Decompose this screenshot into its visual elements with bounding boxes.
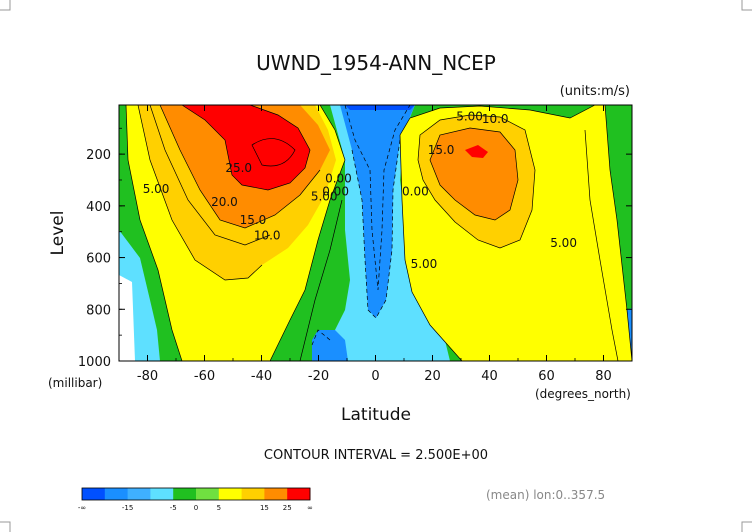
chart-title: UWND_1954-ANN_NCEP	[256, 51, 496, 75]
x-tick-label: -60	[194, 369, 215, 384]
axis-layer: -80 -60 -40 -20 0 20 40 60 80 200 400 600 800 1000	[78, 105, 633, 384]
contour-value-label: 0.00	[325, 172, 352, 186]
contour-value-label: 20.0	[211, 195, 238, 209]
contour-value-label: 5.00	[311, 190, 338, 204]
legend-color-swatch	[218, 488, 243, 500]
contour-value-label: 5.00	[411, 257, 438, 271]
legend-color-swatch	[127, 488, 151, 500]
contour-interval-text: CONTOUR INTERVAL = 2.500E+00	[264, 448, 488, 463]
legend-tick-label: ∞	[307, 504, 313, 512]
contour-value-label: 15.0	[240, 213, 267, 227]
band-neg-10-15	[345, 105, 415, 110]
y-axis-label: Level	[48, 211, 68, 256]
band-25plus-south	[182, 105, 310, 190]
negative-contour-lines	[311, 105, 411, 346]
legend-color-swatch	[173, 488, 197, 500]
legend-tick-label: -5	[170, 504, 177, 512]
x-tick-label: 40	[481, 369, 498, 384]
legend-color-swatch	[150, 488, 174, 500]
contour-value-label: 10.0	[482, 112, 509, 126]
band-25plus-north	[465, 145, 488, 158]
y-tick-label: 400	[86, 200, 111, 215]
y-tick-label: 600	[86, 252, 111, 267]
legend-frame	[81, 487, 311, 501]
legend-color-swatch	[264, 488, 288, 500]
legend-tick-label: -∞	[78, 504, 86, 512]
legend-color-swatch	[82, 488, 106, 500]
legend-color-swatch	[287, 488, 311, 500]
contour-value-label: 25.0	[225, 161, 252, 175]
contour-value-label: 5.00	[550, 236, 577, 250]
y-unit-label: (millibar)	[48, 376, 102, 390]
y-tick-label: 1000	[78, 355, 111, 370]
contour-value-label: 5.00	[143, 182, 170, 196]
x-tick-label: -20	[308, 369, 329, 384]
y-tick-label: 800	[86, 303, 111, 318]
x-tick-label: 0	[371, 369, 379, 384]
x-tick-label: -80	[137, 369, 158, 384]
x-tick-label: -40	[251, 369, 272, 384]
legend-tick-label: 15	[260, 504, 269, 512]
footer-note: (mean) lon:0..357.5	[486, 488, 605, 502]
missing-region	[119, 275, 135, 361]
contour-value-label: 15.0	[428, 143, 455, 157]
contour-lines	[125, 105, 632, 361]
units-label: (units:m/s)	[560, 84, 630, 99]
band-neg-surface-1	[312, 330, 348, 361]
contour-value-label: 0.00	[322, 185, 349, 199]
contour-value-label: 10.0	[254, 228, 281, 242]
legend-color-swatch	[241, 488, 265, 500]
contour-value-label: 0.00	[402, 185, 429, 199]
x-tick-label: 20	[424, 369, 441, 384]
legend-tick-label: -15	[122, 504, 133, 512]
x-tick-label: 60	[538, 369, 555, 384]
legend-color-swatch	[196, 488, 220, 500]
color-legend: -∞ -15 -5 0 5 15 25 ∞	[78, 487, 313, 512]
legend-tick-label: 0	[194, 504, 198, 512]
contour-value-label: 5.00	[456, 110, 483, 124]
x-tick-label: 80	[595, 369, 612, 384]
x-unit-label: (degrees_north)	[535, 387, 631, 401]
legend-tick-label: 25	[283, 504, 292, 512]
x-axis-label: Latitude	[341, 405, 411, 425]
band-neg-5-10	[340, 105, 415, 318]
filled-contours	[119, 105, 632, 361]
legend-color-swatch	[104, 488, 129, 500]
y-tick-label: 200	[86, 148, 111, 163]
legend-tick-label: 5	[217, 504, 221, 512]
